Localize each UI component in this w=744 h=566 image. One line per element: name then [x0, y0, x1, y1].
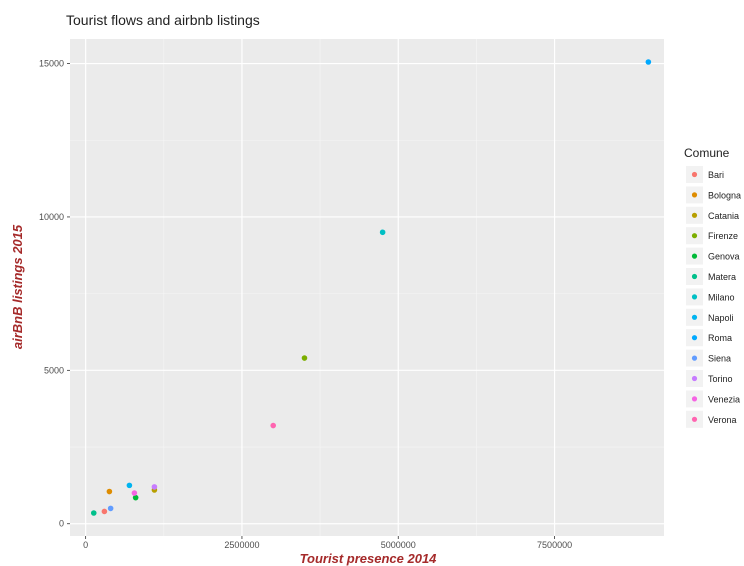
x-tick-label: 7500000: [537, 540, 572, 550]
data-point-verona: [270, 422, 277, 429]
legend-key-venezia: [691, 396, 698, 402]
legend-key-roma: [691, 335, 698, 341]
legend-label-verona: Verona: [708, 415, 737, 425]
y-tick-label: 10000: [39, 212, 64, 222]
legend-label-matera: Matera: [708, 272, 736, 282]
data-point-firenze: [301, 355, 308, 361]
legend-key-genova: [691, 253, 698, 259]
legend-label-roma: Roma: [708, 333, 732, 343]
legend-key-verona: [691, 416, 698, 422]
data-point-roma: [645, 59, 652, 65]
data-point-napoli: [126, 482, 133, 489]
legend: Bari Bologna Catania Firenze Genova Matera Mil…: [686, 166, 741, 428]
plot-panel: [70, 39, 664, 536]
legend-label-siena: Siena: [708, 354, 731, 364]
legend-title: Comune: [684, 146, 730, 160]
legend-label-genova: Genova: [708, 252, 740, 262]
grid: [70, 39, 664, 536]
legend-key-napoli: [691, 314, 698, 320]
data-point-matera: [90, 510, 97, 516]
legend-key-bologna: [691, 192, 698, 198]
legend-key-firenze: [691, 233, 698, 239]
data-point-milano: [379, 229, 386, 236]
legend-label-bologna: Bologna: [708, 190, 741, 200]
legend-key-torino: [691, 375, 698, 382]
x-tick-label: 2500000: [224, 540, 259, 550]
data-point-bologna: [106, 488, 113, 495]
y-tick-label: 5000: [44, 365, 64, 375]
legend-label-milano: Milano: [708, 292, 735, 302]
legend-key-matera: [691, 273, 698, 280]
legend-key-catania: [691, 212, 698, 218]
legend-label-firenze: Firenze: [708, 231, 738, 241]
x-tick-label: 5000000: [381, 540, 416, 550]
legend-label-bari: Bari: [708, 170, 724, 180]
y-axis-title: airBnB listings 2015: [10, 224, 25, 349]
legend-key-bari: [691, 171, 698, 178]
data-point-siena: [107, 505, 114, 512]
legend-key-siena: [691, 355, 698, 361]
legend-label-venezia: Venezia: [708, 394, 740, 404]
data-point-genova: [132, 494, 139, 501]
legend-label-torino: Torino: [708, 374, 733, 384]
data-points: [90, 59, 652, 516]
y-tick-label: 0: [59, 519, 64, 529]
chart-title: Tourist flows and airbnb listings: [66, 12, 260, 28]
data-point-bari: [101, 508, 108, 515]
x-tick-label: 0: [83, 540, 88, 550]
axis-ticks: 0 2500000 5000000 7500000 0 5000 10000 15000: [39, 59, 572, 550]
legend-key-milano: [691, 294, 698, 300]
data-point-torino: [151, 484, 158, 490]
data-point-venezia: [131, 490, 138, 496]
legend-label-catania: Catania: [708, 211, 739, 221]
legend-label-napoli: Napoli: [708, 313, 734, 323]
y-tick-label: 15000: [39, 59, 64, 69]
x-axis-title: Tourist presence 2014: [300, 551, 438, 566]
